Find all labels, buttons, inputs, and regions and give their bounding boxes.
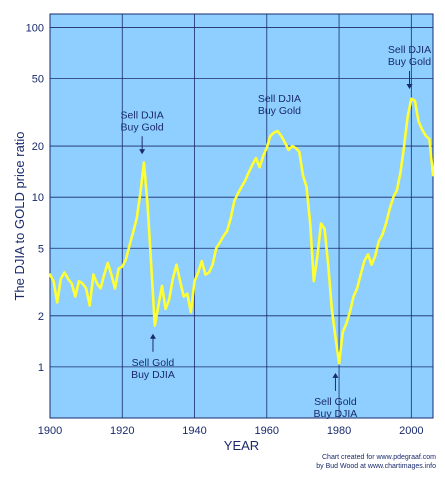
annotation-text: Sell DJIA — [121, 109, 164, 121]
annotation-text: Buy DJIA — [131, 369, 175, 381]
annotation-arrowhead — [406, 83, 413, 89]
x-axis-title: YEAR — [224, 438, 259, 453]
x-tick-label: 1900 — [38, 425, 62, 437]
x-tick-label: 2000 — [399, 425, 423, 437]
y-tick-label: 20 — [32, 141, 44, 153]
x-tick-label: 1940 — [182, 425, 206, 437]
y-tick-label: 50 — [32, 74, 44, 86]
x-tick-label: 1960 — [255, 425, 279, 437]
annotation-text: Buy Gold — [258, 105, 301, 117]
series-layer — [48, 97, 435, 365]
annotation-arrowhead — [332, 372, 339, 378]
annotation-text: Buy Gold — [388, 56, 431, 68]
y-tick-label: 5 — [38, 243, 44, 255]
y-tick-label: 10 — [32, 192, 44, 204]
x-tick-label: 1920 — [110, 425, 134, 437]
grid-lines — [50, 14, 433, 418]
plot-area — [49, 13, 434, 419]
annotation-arrowhead — [149, 333, 156, 339]
ratio-series-line — [48, 97, 435, 365]
y-tick-label: 2 — [38, 311, 44, 323]
annotation-text: Buy DJIA — [314, 408, 358, 420]
credit-line-1: Chart created for www.pdegraaf.com — [322, 454, 436, 461]
annotation-text: Sell DJIA — [388, 44, 431, 56]
tick-labels: 1900 1920 1940 1960 1980 2000 1 2 5 10 20 50 100 — [26, 22, 424, 437]
x-tick-label: 1980 — [327, 425, 351, 437]
annotation-text: Sell DJIA — [258, 93, 301, 105]
annotation-arrowhead — [139, 149, 146, 155]
y-tick-label: 1 — [38, 362, 44, 374]
y-axis-title: The DJIA to GOLD price ratio — [12, 131, 27, 300]
credit-line-2: by Bud Wood at www.chartimages.info — [316, 463, 436, 470]
annotation-text: Buy Gold — [121, 121, 164, 133]
y-tick-label: 100 — [26, 22, 44, 34]
annotation-text: Sell Gold — [314, 396, 357, 408]
annotation-text: Sell Gold — [132, 357, 175, 369]
